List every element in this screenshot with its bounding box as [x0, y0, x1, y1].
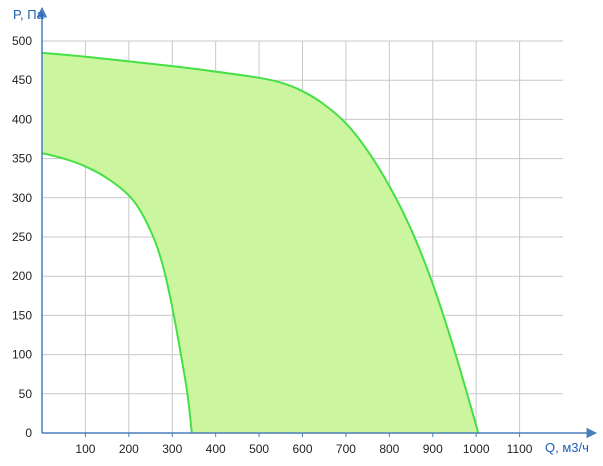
operating-region-fill [42, 52, 479, 434]
x-tick-label-200: 200 [119, 442, 139, 456]
lower-curve-line [41, 152, 193, 434]
y-tick-label-150: 150 [12, 308, 32, 322]
curves [41, 51, 480, 434]
y-tick-label-250: 250 [12, 230, 32, 244]
upper-curve-line [41, 51, 480, 434]
y-tick-label-100: 100 [12, 348, 32, 362]
x-tick-label-700: 700 [336, 442, 356, 456]
x-tick-label-500: 500 [249, 442, 269, 456]
y-axis-title: P, Па [13, 7, 45, 22]
x-tick-label-600: 600 [292, 442, 312, 456]
x-tick-label-1000: 1000 [463, 442, 490, 456]
y-tick-label-350: 350 [12, 152, 32, 166]
x-tick-label-400: 400 [206, 442, 226, 456]
y-tick-label-200: 200 [12, 269, 32, 283]
operating-area [42, 52, 479, 434]
y-tick-label-450: 450 [12, 73, 32, 87]
y-tick-label-0: 0 [25, 426, 32, 440]
y-tick-label-300: 300 [12, 191, 32, 205]
axes [36, 6, 598, 439]
x-axis-title: Q, м3/ч [545, 440, 589, 455]
tick-labels: 0 50 100 150 200 250 300 350 400 450 500 100 200 300 4… [12, 34, 533, 456]
x-tick-label-1100: 1100 [507, 442, 533, 456]
y-tick-label-50: 50 [19, 387, 33, 401]
y-tick-label-400: 400 [12, 112, 32, 126]
x-tick-label-800: 800 [379, 442, 399, 456]
y-tick-label-500: 500 [12, 34, 32, 48]
x-tick-label-100: 100 [75, 442, 95, 456]
x-tick-label-900: 900 [423, 442, 443, 456]
x-tick-label-300: 300 [162, 442, 182, 456]
